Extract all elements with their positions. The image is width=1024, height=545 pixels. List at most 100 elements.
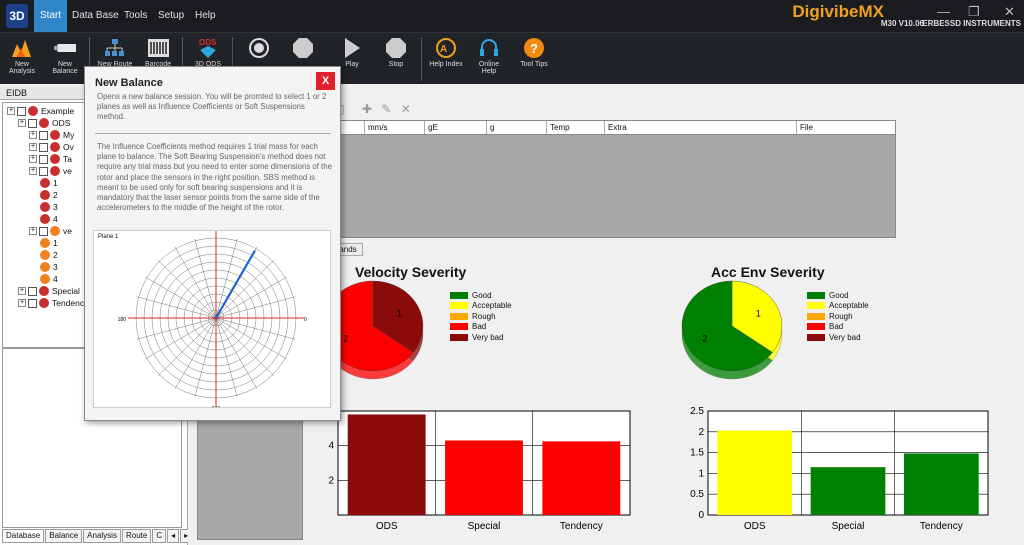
close-icon[interactable]: X bbox=[316, 72, 335, 90]
tree-node[interactable]: 4 bbox=[40, 213, 58, 225]
tab-c[interactable]: C bbox=[152, 529, 167, 543]
tree-node[interactable]: + Ta bbox=[29, 153, 72, 165]
table-column-header[interactable]: Temp bbox=[547, 121, 605, 134]
new-route-button[interactable]: New Route bbox=[93, 35, 137, 83]
close-window-icon[interactable]: ✕ bbox=[1004, 4, 1015, 19]
menu-setup[interactable]: Setup bbox=[158, 10, 185, 21]
copy-icon[interactable]: ▯ bbox=[338, 102, 345, 116]
legend-label: Acceptable bbox=[472, 301, 512, 311]
expand-icon[interactable]: + bbox=[29, 131, 37, 139]
tree-checkbox[interactable] bbox=[28, 286, 37, 296]
new-balance-button[interactable]: New Balance bbox=[43, 35, 87, 83]
table-column-header[interactable]: Extra bbox=[605, 121, 797, 134]
tree-node[interactable]: 4 bbox=[40, 273, 58, 285]
expand-icon[interactable]: + bbox=[18, 299, 26, 307]
expand-icon[interactable]: + bbox=[29, 143, 37, 151]
minimize-icon[interactable]: — bbox=[937, 4, 950, 19]
3d-ods-button[interactable]: ODS 3D ODS bbox=[186, 35, 230, 83]
measurement-table[interactable]: mm/s gE g Temp Extra File bbox=[336, 120, 896, 238]
tab-analysis[interactable]: Analysis bbox=[83, 529, 121, 543]
legend-swatch bbox=[807, 302, 825, 310]
tab-route[interactable]: Route bbox=[121, 529, 152, 543]
tree-node-label: 2 bbox=[53, 250, 58, 260]
menu-start[interactable]: Start bbox=[34, 0, 68, 32]
tree-checkbox[interactable] bbox=[39, 154, 48, 164]
restore-icon[interactable]: ❐ bbox=[968, 4, 980, 19]
tab-scroll-left-icon[interactable]: ◂ bbox=[167, 529, 180, 543]
tree-node[interactable]: + Example bbox=[7, 105, 74, 117]
tree-checkbox[interactable] bbox=[17, 106, 26, 116]
machine-icon bbox=[40, 262, 50, 272]
bar bbox=[347, 414, 426, 515]
legend-label: Bad bbox=[829, 322, 844, 332]
tree-checkbox[interactable] bbox=[39, 142, 48, 152]
expand-icon[interactable]: + bbox=[18, 287, 26, 295]
tree-node[interactable]: + ODS bbox=[18, 117, 70, 129]
add-icon[interactable]: ✚ bbox=[361, 102, 373, 116]
tree-node[interactable]: + ve bbox=[29, 225, 72, 237]
barcode-button[interactable]: Barcode bbox=[136, 35, 180, 83]
edit-icon[interactable]: ✎ bbox=[381, 102, 392, 116]
machine-icon bbox=[39, 118, 49, 128]
machine-icon bbox=[50, 130, 60, 140]
new-analysis-button[interactable]: New Analysis bbox=[0, 35, 44, 83]
tree-node[interactable]: + Ov bbox=[29, 141, 74, 153]
tree-node[interactable]: 1 bbox=[40, 237, 58, 249]
tree-checkbox[interactable] bbox=[28, 118, 37, 128]
tree-node[interactable]: 2 bbox=[40, 249, 58, 261]
stop-button[interactable]: Stop bbox=[374, 35, 418, 83]
tool-tips-button[interactable]: ? Tool Tips bbox=[512, 35, 556, 83]
menu-database[interactable]: Data Base bbox=[72, 10, 119, 21]
expand-icon[interactable]: + bbox=[29, 167, 37, 175]
tree-node[interactable]: + Tendency bbox=[18, 297, 88, 309]
x-tick-label: Special bbox=[468, 521, 501, 532]
tree-node[interactable]: 3 bbox=[40, 201, 58, 213]
polar-spoke bbox=[215, 276, 288, 319]
legend-item: Very bad bbox=[807, 332, 869, 343]
tree-node[interactable]: + Special bbox=[18, 285, 80, 297]
legend-label: Acceptable bbox=[829, 301, 869, 311]
machine-icon bbox=[40, 202, 50, 212]
expand-icon[interactable]: + bbox=[18, 119, 26, 127]
tree-checkbox[interactable] bbox=[28, 298, 37, 308]
tree-node-label: Special bbox=[52, 286, 80, 296]
polar-spoke bbox=[215, 317, 258, 390]
tree-node[interactable]: + ve bbox=[29, 165, 72, 177]
tree-node-label: 1 bbox=[53, 178, 58, 188]
expand-icon[interactable]: + bbox=[29, 155, 37, 163]
expand-icon[interactable]: + bbox=[29, 227, 37, 235]
pie-slice-label: 1 bbox=[756, 309, 761, 319]
delete-icon[interactable]: ✕ bbox=[400, 102, 411, 116]
tab-database[interactable]: Database bbox=[2, 529, 45, 543]
expand-icon[interactable]: + bbox=[7, 107, 15, 115]
online-help-button[interactable]: Online Help bbox=[467, 35, 511, 83]
machine-icon bbox=[40, 250, 50, 260]
database-tree[interactable]: + Example + ODS + My + Ov + Ta + ve 1 2 3 4 + ve 1 2 3 4 + Spec… bbox=[2, 102, 182, 348]
tree-checkbox[interactable] bbox=[39, 166, 48, 176]
table-column-header[interactable]: File bbox=[800, 123, 813, 132]
polar-grid: 900270180 bbox=[118, 231, 307, 407]
polar-spoke bbox=[215, 317, 288, 360]
legend-item: Good bbox=[450, 290, 512, 301]
table-column-header[interactable]: g bbox=[487, 121, 547, 134]
legend-label: Rough bbox=[472, 311, 496, 321]
tree-checkbox[interactable] bbox=[39, 130, 48, 140]
tree-node[interactable]: + My bbox=[29, 129, 74, 141]
menu-help[interactable]: Help bbox=[195, 10, 216, 21]
table-column-header[interactable]: gE bbox=[425, 121, 487, 134]
help-index-button[interactable]: A Help Index bbox=[424, 35, 468, 83]
octagon-button[interactable] bbox=[281, 35, 325, 83]
tree-node[interactable]: 1 bbox=[40, 177, 58, 189]
polar-spoke bbox=[136, 317, 217, 340]
bottom-tabs: Database Balance Analysis Route C ◂ ▸ bbox=[2, 529, 193, 543]
tree-node[interactable]: 2 bbox=[40, 189, 58, 201]
play-button[interactable]: Play bbox=[330, 35, 374, 83]
acc-legend: Good Acceptable Rough Bad Very bad bbox=[807, 290, 869, 343]
menu-tools[interactable]: Tools bbox=[124, 10, 148, 21]
table-column-header[interactable]: mm/s bbox=[365, 121, 425, 134]
tree-node[interactable]: 3 bbox=[40, 261, 58, 273]
tab-balance[interactable]: Balance bbox=[45, 529, 83, 543]
severity-charts: 1 2 1 2 2 4 ODS Special Tendency 0 0.5 1 1.5 2 2.5 ODS S… bbox=[322, 280, 989, 532]
target-button[interactable] bbox=[237, 35, 281, 83]
tree-checkbox[interactable] bbox=[39, 226, 48, 236]
